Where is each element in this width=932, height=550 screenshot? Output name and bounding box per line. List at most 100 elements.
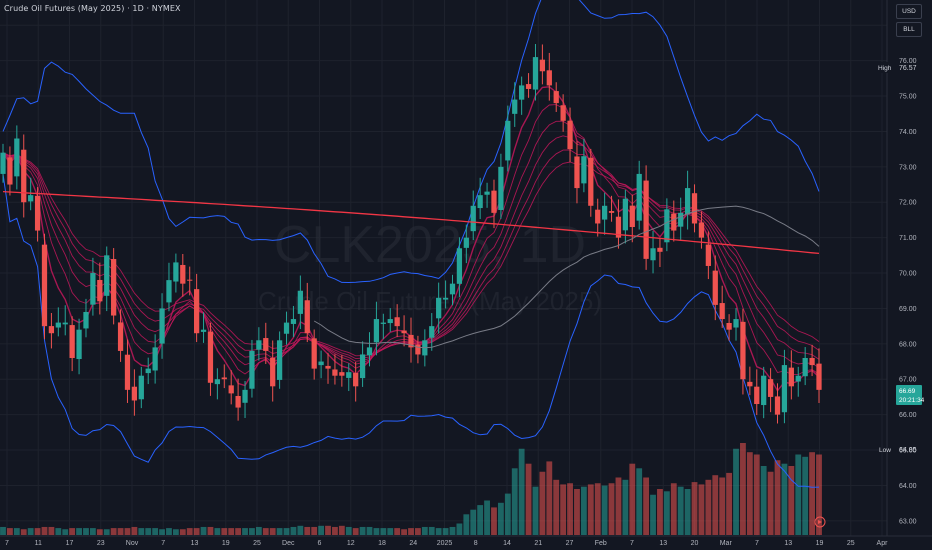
candle-body [408, 334, 414, 348]
candle-body [242, 389, 248, 403]
candle-body [304, 300, 310, 334]
volume-bar [13, 528, 20, 535]
time-axis[interactable]: 7 11 17 23 Nov 7 13 19 25 Dec 6 12 18 24 2025 8 14 21 27 Fe… [5, 540, 888, 547]
time-tick-label: 7 [755, 540, 759, 547]
candle-body [595, 209, 601, 224]
volume-bar [269, 528, 276, 535]
volume-bar [276, 528, 283, 535]
volume-bar [629, 463, 636, 535]
volume-bar [172, 529, 179, 535]
time-tick-label: 2025 [437, 540, 453, 547]
candle-body [366, 347, 373, 356]
volume-bar [401, 529, 407, 535]
candle-body [615, 216, 622, 238]
price-tick-label: 68.00 [899, 341, 917, 348]
volume-bar [214, 528, 221, 535]
time-tick-label: 20 [691, 540, 699, 547]
time-tick-label: 13 [784, 540, 792, 547]
candle-body [719, 303, 725, 320]
last-price-box [896, 385, 922, 405]
candle-body [643, 180, 649, 259]
currency-unit-button[interactable]: USD [896, 4, 922, 19]
volume-bar [463, 514, 470, 535]
volume-bar [41, 526, 48, 535]
volume-bar [636, 468, 643, 535]
volume-bar [186, 528, 193, 535]
candle-body [553, 91, 559, 104]
candle-body [339, 372, 345, 376]
candle-body [214, 379, 221, 385]
moving-averages [2, 190, 820, 349]
candle-body [283, 322, 290, 334]
time-tick-label: 13 [191, 540, 199, 547]
candle-body [180, 264, 186, 284]
candle-body [705, 244, 711, 266]
volume-bar [103, 529, 110, 535]
countdown-timer: 20:21:34 [899, 397, 925, 404]
candle-body [781, 365, 788, 413]
candle-body [463, 237, 469, 248]
measure-unit-button[interactable]: BLL [896, 22, 922, 37]
ma100-line [313, 205, 820, 349]
candle-body [83, 311, 89, 329]
volume-bar [615, 477, 622, 535]
volume-bar [0, 526, 6, 535]
volume-bar [809, 452, 815, 535]
volume-bar [387, 528, 394, 535]
candle-body [221, 377, 227, 380]
time-tick-label: 13 [659, 540, 667, 547]
candlesticks [0, 44, 822, 424]
candle-body [456, 248, 463, 284]
candle-body [788, 367, 794, 387]
candle-body [484, 191, 490, 195]
volume-bar [83, 528, 89, 535]
candle-body [117, 322, 124, 351]
candle-body [138, 375, 144, 400]
volume-bar [525, 463, 532, 535]
watermark-name: Crude Oil Futures (May 2025) [258, 286, 602, 316]
volume-bar [255, 526, 262, 535]
volume-bar [622, 479, 629, 535]
volume-bar [76, 528, 82, 535]
volume-bar [670, 483, 677, 535]
price-tick-label: 72.00 [899, 200, 917, 207]
volume-bar [594, 483, 601, 535]
time-tick-label: 23 [97, 540, 105, 547]
candle-body [235, 395, 241, 408]
volume-bar [518, 448, 525, 535]
volume-bar [200, 526, 207, 535]
candle-body [512, 99, 518, 114]
candle-body [380, 322, 386, 324]
volume-bar [311, 526, 318, 535]
volume-bar [428, 526, 435, 535]
candle-body [608, 211, 615, 213]
volume-bar [394, 528, 401, 535]
bb-upper-line [2, 0, 820, 284]
candle-body [588, 157, 594, 206]
candle-body [636, 173, 642, 221]
candle-body [678, 212, 684, 227]
volume-bar [7, 528, 13, 535]
volume-bar [456, 523, 463, 535]
volume-bar [753, 454, 760, 535]
time-tick-label: 21 [534, 540, 542, 547]
bb-lower-line [2, 173, 820, 488]
volume-bar [345, 526, 352, 535]
candle-body [290, 319, 297, 324]
low-value: 64.85 [899, 447, 917, 454]
volume-bar [366, 526, 373, 535]
price-tick-label: 64.00 [899, 483, 917, 490]
candle-body [664, 209, 670, 243]
candle-body [69, 325, 75, 358]
volume-bar [491, 507, 497, 535]
go-to-realtime-icon[interactable] [814, 516, 826, 528]
volume-bar [359, 526, 366, 535]
candle-body [325, 365, 331, 369]
volume-bar [802, 456, 809, 535]
volume-bar [131, 526, 138, 535]
candle-body [55, 322, 61, 328]
candle-body [276, 340, 283, 380]
candle-body [359, 354, 366, 379]
time-tick-label: 8 [474, 540, 478, 547]
